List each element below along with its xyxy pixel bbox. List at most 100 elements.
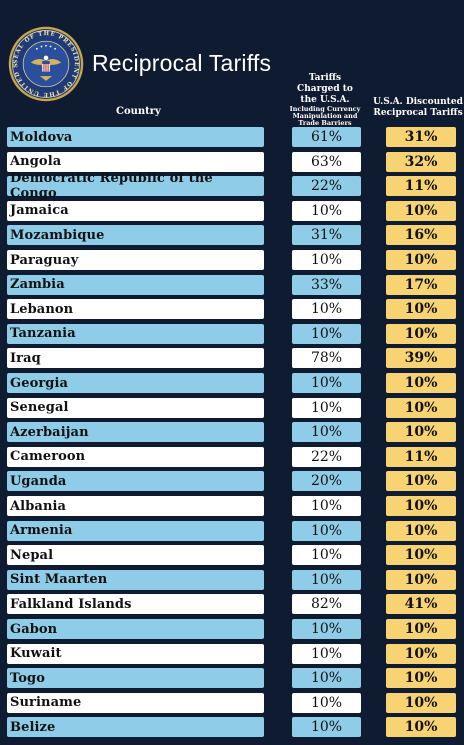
tariff-charged-cell: 10% bbox=[292, 545, 361, 566]
country-cell: Mozambique bbox=[7, 225, 264, 246]
reciprocal-tariff-cell: 10% bbox=[386, 569, 456, 590]
country-cell: Falkland Islands bbox=[7, 594, 264, 615]
reciprocal-tariff-cell: 10% bbox=[386, 717, 456, 738]
tariff-charged-cell: 82% bbox=[292, 594, 361, 615]
table-row: Gabon 10% 10% bbox=[0, 619, 464, 639]
country-cell: Kuwait bbox=[7, 643, 264, 664]
table-row: Togo 10% 10% bbox=[0, 668, 464, 689]
tariff-charged-cell: 61% bbox=[292, 127, 361, 147]
table-row: Jamaica 10% 10% bbox=[0, 200, 464, 221]
table-row: Kuwait 10% 10% bbox=[0, 643, 464, 664]
country-cell: Zambia bbox=[7, 274, 264, 295]
reciprocal-tariff-cell: 10% bbox=[386, 692, 456, 713]
country-cell: Democratic Republic of the Congo bbox=[7, 171, 264, 201]
table-row: Albania 10% 10% bbox=[0, 496, 464, 516]
tariff-charged-cell: 78% bbox=[292, 348, 361, 369]
column-header-tariffs-charged: Tariffs Charged to the U.S.A. Including … bbox=[288, 73, 362, 127]
country-cell: Suriname bbox=[7, 692, 264, 713]
reciprocal-tariff-cell: 10% bbox=[386, 643, 456, 664]
table-row: Tanzania 10% 10% bbox=[0, 323, 464, 344]
table-row: Georgia 10% 10% bbox=[0, 373, 464, 393]
tariff-charged-cell: 10% bbox=[292, 373, 361, 393]
country-cell: Iraq bbox=[7, 348, 264, 369]
country-cell: Gabon bbox=[7, 619, 264, 639]
tariff-charged-cell: 10% bbox=[292, 619, 361, 639]
table-row: Sint Maarten 10% 10% bbox=[0, 569, 464, 590]
tariff-charged-cell: 33% bbox=[292, 274, 361, 295]
table-row: Moldova 61% 31% bbox=[0, 127, 464, 147]
tariff-charged-cell: 31% bbox=[292, 225, 361, 246]
country-cell: Azerbaijan bbox=[7, 422, 264, 443]
country-cell: Angola bbox=[7, 151, 264, 172]
presidential-seal-icon: SEAL OF THE PRESIDENT OF THE UNITED STAT… bbox=[8, 26, 84, 102]
table-row: Belize 10% 10% bbox=[0, 717, 464, 738]
reciprocal-tariff-cell: 16% bbox=[386, 225, 456, 246]
table-row: Armenia 10% 10% bbox=[0, 520, 464, 541]
country-cell: Lebanon bbox=[7, 299, 264, 320]
tariff-charged-cell: 10% bbox=[292, 717, 361, 738]
reciprocal-tariff-cell: 10% bbox=[386, 299, 456, 320]
tariff-charged-cell: 63% bbox=[292, 151, 361, 172]
tariff-charged-cell: 10% bbox=[292, 496, 361, 516]
reciprocal-tariff-cell: 10% bbox=[386, 520, 456, 541]
country-cell: Tanzania bbox=[7, 323, 264, 344]
table-row: Nepal 10% 10% bbox=[0, 545, 464, 566]
header: SEAL OF THE PRESIDENT OF THE UNITED STAT… bbox=[0, 0, 464, 128]
reciprocal-tariff-cell: 31% bbox=[386, 127, 456, 147]
country-cell: Sint Maarten bbox=[7, 569, 264, 590]
tariff-charged-cell: 22% bbox=[292, 446, 361, 467]
country-cell: Georgia bbox=[7, 373, 264, 393]
table-row: Angola 63% 32% bbox=[0, 151, 464, 172]
reciprocal-tariff-cell: 10% bbox=[386, 496, 456, 516]
table-row: Falkland Islands 82% 41% bbox=[0, 594, 464, 615]
country-cell: Senegal bbox=[7, 397, 264, 418]
table-row: Lebanon 10% 10% bbox=[0, 299, 464, 320]
tariff-charged-cell: 10% bbox=[292, 668, 361, 689]
table-row: Paraguay 10% 10% bbox=[0, 250, 464, 270]
column-header-tariffs-main: Tariffs Charged to the U.S.A. bbox=[297, 73, 353, 105]
tariff-charged-cell: 10% bbox=[292, 323, 361, 344]
table-row: Uganda 20% 10% bbox=[0, 471, 464, 492]
reciprocal-tariff-cell: 32% bbox=[386, 151, 456, 172]
reciprocal-tariff-cell: 10% bbox=[386, 668, 456, 689]
column-header-country: Country bbox=[116, 106, 161, 117]
tariff-charged-cell: 10% bbox=[292, 299, 361, 320]
country-cell: Moldova bbox=[7, 127, 264, 147]
tariff-charged-cell: 10% bbox=[292, 200, 361, 221]
column-header-tariffs-sub: Including Currency Manipulation and Trad… bbox=[289, 105, 361, 127]
reciprocal-tariff-cell: 10% bbox=[386, 471, 456, 492]
tariff-charged-cell: 22% bbox=[292, 176, 361, 197]
tariff-charged-cell: 20% bbox=[292, 471, 361, 492]
tariff-charged-cell: 10% bbox=[292, 397, 361, 418]
reciprocal-tariff-cell: 10% bbox=[386, 250, 456, 270]
table-row: Iraq 78% 39% bbox=[0, 348, 464, 369]
tariff-charged-cell: 10% bbox=[292, 250, 361, 270]
table-row: Senegal 10% 10% bbox=[0, 397, 464, 418]
table-row: Mozambique 31% 16% bbox=[0, 225, 464, 246]
table-row: Zambia 33% 17% bbox=[0, 274, 464, 295]
tariff-charged-cell: 10% bbox=[292, 692, 361, 713]
reciprocal-tariff-cell: 39% bbox=[386, 348, 456, 369]
reciprocal-tariff-cell: 10% bbox=[386, 373, 456, 393]
page-title: Reciprocal Tariffs bbox=[92, 50, 272, 76]
country-cell: Cameroon bbox=[7, 446, 264, 467]
table-row: Cameroon 22% 11% bbox=[0, 446, 464, 467]
table-row: Suriname 10% 10% bbox=[0, 692, 464, 713]
tariff-charged-cell: 10% bbox=[292, 643, 361, 664]
tariff-charged-cell: 10% bbox=[292, 422, 361, 443]
country-cell: Jamaica bbox=[7, 200, 264, 221]
reciprocal-tariff-cell: 10% bbox=[386, 619, 456, 639]
tariff-charged-cell: 10% bbox=[292, 569, 361, 590]
country-cell: Armenia bbox=[7, 520, 264, 541]
tariff-charged-cell: 10% bbox=[292, 520, 361, 541]
reciprocal-tariff-cell: 10% bbox=[386, 200, 456, 221]
reciprocal-tariff-cell: 11% bbox=[386, 446, 456, 467]
country-cell: Uganda bbox=[7, 471, 264, 492]
reciprocal-tariff-cell: 17% bbox=[386, 274, 456, 295]
country-cell: Albania bbox=[7, 496, 264, 516]
country-cell: Nepal bbox=[7, 545, 264, 566]
reciprocal-tariff-cell: 10% bbox=[386, 397, 456, 418]
reciprocal-tariff-cell: 11% bbox=[386, 176, 456, 197]
column-header-reciprocal: U.S.A. Discounted Reciprocal Tariffs bbox=[373, 97, 463, 118]
country-cell: Paraguay bbox=[7, 250, 264, 270]
